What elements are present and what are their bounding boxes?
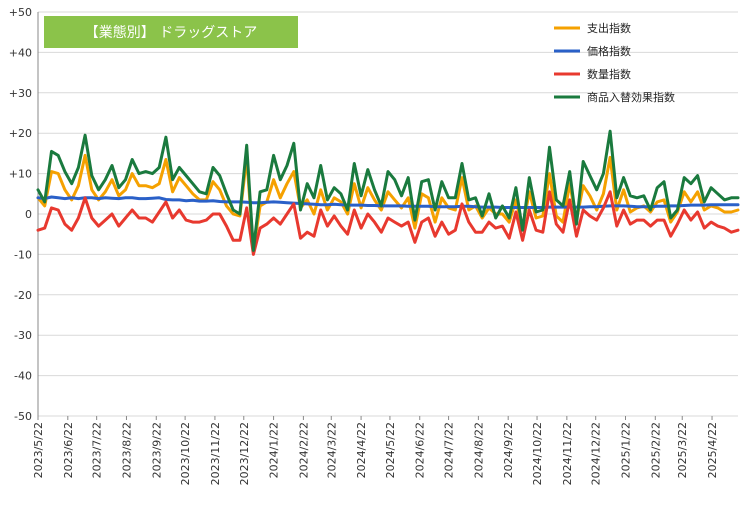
- axis-layer: -50 -40 -30 -20 -10 0 +10 +20 +30 +40 +50 2023/5/22…: [9, 6, 719, 485]
- x-tick-label: 2023/10/22: [179, 422, 192, 485]
- x-tick-label: 2024/4/22: [355, 422, 368, 478]
- x-tick-label: 2023/12/22: [238, 422, 251, 485]
- legend-label: 数量指数: [587, 67, 631, 81]
- x-tick-label: 2025/4/22: [706, 422, 719, 478]
- x-tick-label: 2024/7/22: [443, 422, 456, 478]
- x-tick-label: 2023/11/22: [209, 422, 222, 485]
- series-line-1: [36, 195, 740, 209]
- chart-title-background: [44, 16, 298, 48]
- y-tick-label: +40: [9, 46, 32, 59]
- y-tick-label: +50: [9, 6, 32, 19]
- x-tick-label: 2024/5/22: [384, 422, 397, 478]
- y-tick-label: -30: [14, 329, 32, 342]
- x-tick-label: 2025/2/22: [649, 422, 662, 478]
- series-line-3: [36, 129, 740, 252]
- x-tick-label: 2025/3/22: [676, 422, 689, 478]
- y-tick-label: +10: [9, 168, 32, 181]
- x-tick-label: 2024/2/22: [297, 422, 310, 478]
- series-layer: [36, 129, 740, 256]
- y-tick-label: +30: [9, 87, 32, 100]
- x-tick-label: 2025/1/22: [620, 422, 633, 478]
- legend-label: 価格指数: [587, 44, 631, 58]
- x-tick-label: 2024/9/22: [502, 422, 515, 478]
- x-tick-label: 2024/8/22: [472, 422, 485, 478]
- y-tick-label: -50: [14, 410, 32, 423]
- x-tick-label: 2023/5/22: [32, 422, 45, 478]
- y-tick-label: -40: [14, 370, 32, 383]
- legend-label: 支出指数: [587, 21, 631, 35]
- x-tick-label: 2024/12/22: [590, 422, 603, 485]
- x-tick-label: 2024/11/22: [561, 422, 574, 485]
- series-line-0: [36, 153, 740, 252]
- grid-layer: [38, 11, 738, 417]
- chart-title-box: 【業態別】 ドラッグストア: [44, 16, 298, 48]
- legend-label: 商品入替効果指数: [587, 90, 675, 104]
- y-tick-label: +20: [9, 127, 32, 140]
- y-tick-label: -10: [14, 248, 32, 261]
- x-tick-label: 2024/10/22: [531, 422, 544, 485]
- chart-title: 【業態別】 ドラッグストア: [85, 25, 257, 41]
- x-tick-label: 2024/1/22: [268, 422, 281, 478]
- x-tick-label: 2023/9/22: [150, 422, 163, 478]
- x-tick-label: 2024/3/22: [325, 422, 338, 478]
- series-line-2: [36, 190, 740, 256]
- x-tick-label: 2023/7/22: [91, 422, 104, 478]
- y-tick-label: -20: [14, 289, 32, 302]
- x-tick-label: 2023/8/22: [120, 422, 133, 478]
- y-tick-label: 0: [25, 208, 32, 221]
- x-tick-label: 2023/6/22: [62, 422, 75, 478]
- x-tick-label: 2024/6/22: [414, 422, 427, 478]
